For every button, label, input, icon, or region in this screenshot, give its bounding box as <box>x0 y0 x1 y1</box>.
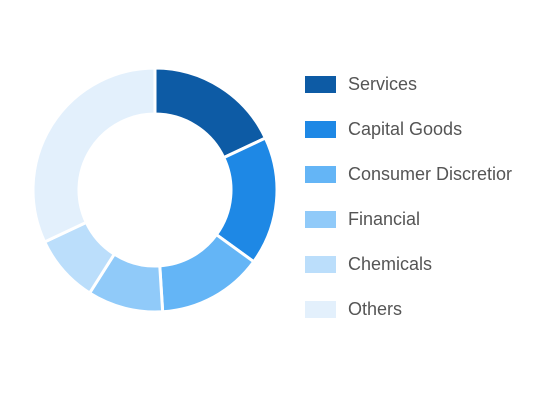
legend-label: Capital Goods <box>348 119 463 139</box>
legend-label: Chemicals <box>348 254 433 274</box>
legend-swatch <box>305 76 336 93</box>
legend-item[interactable]: Others <box>305 287 529 332</box>
legend-swatch <box>305 121 336 138</box>
chart-legend: Services Capital Goods Consumer Discretior… <box>305 62 529 332</box>
legend-item[interactable]: Chemicals <box>305 242 529 287</box>
legend-label: Others <box>348 299 403 319</box>
legend-item[interactable]: Capital Goods <box>305 107 529 152</box>
legend-label: Consumer Discretior <box>348 164 513 184</box>
legend-swatch <box>305 166 336 183</box>
legend-swatch <box>305 211 336 228</box>
legend-label: Financial <box>348 209 421 229</box>
donut-slice-others[interactable] <box>31 66 157 244</box>
legend-swatch <box>305 256 336 273</box>
legend-swatch <box>305 301 336 318</box>
legend-item[interactable]: Financial <box>305 197 529 242</box>
legend-item[interactable]: Consumer Discretior <box>305 152 529 197</box>
legend-label: Services <box>348 74 418 94</box>
legend-item[interactable]: Services <box>305 62 529 107</box>
